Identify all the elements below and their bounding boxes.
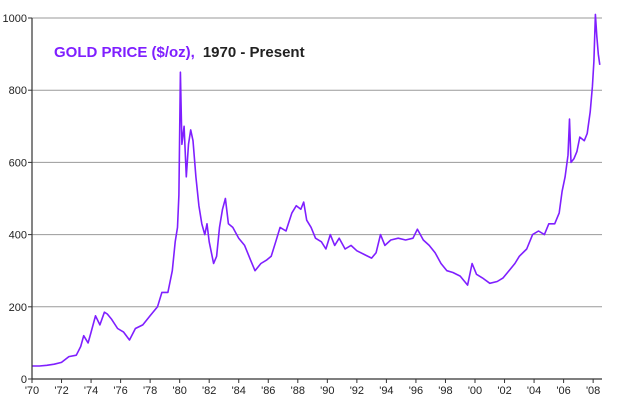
plot-area: [32, 18, 602, 379]
y-tick-label-800: 800: [9, 85, 27, 97]
y-tick-label-1000: 1000: [3, 13, 27, 25]
x-tick-label-1998: '98: [438, 385, 452, 397]
x-tick-label-1976: '76: [113, 385, 127, 397]
x-tick-label-1986: '86: [261, 385, 275, 397]
x-tick-label-1982: '82: [202, 385, 216, 397]
x-tick-label-1992: '92: [350, 385, 364, 397]
x-tick-label-1980: '80: [172, 385, 186, 397]
chart-title: GOLD PRICE ($/oz), 1970 - Present: [54, 44, 305, 61]
x-tick-label-1974: '74: [84, 385, 98, 397]
y-axis-ticks: 0 200 400 600 800 1000: [3, 13, 32, 386]
x-tick-label-1984: '84: [232, 385, 246, 397]
y-tick-label-400: 400: [9, 230, 27, 242]
y-tick-label-200: 200: [9, 302, 27, 314]
x-tick-label-2006: '06: [556, 385, 570, 397]
y-tick-label-0: 0: [21, 374, 27, 386]
x-tick-label-2002: '02: [497, 385, 511, 397]
x-tick-label-1988: '88: [291, 385, 305, 397]
y-tick-label-600: 600: [9, 157, 27, 169]
x-tick-label-1994: '94: [379, 385, 393, 397]
x-tick-label-2000: '00: [468, 385, 482, 397]
chart-title-series: GOLD PRICE ($/oz),: [54, 44, 195, 61]
chart-title-range: 1970 - Present: [203, 44, 305, 61]
x-tick-label-1990: '90: [320, 385, 334, 397]
x-tick-label-2004: '04: [527, 385, 541, 397]
x-tick-label-2008: '08: [586, 385, 600, 397]
x-tick-label-1972: '72: [54, 385, 68, 397]
gridlines: [32, 17, 602, 308]
x-tick-label-1996: '96: [409, 385, 423, 397]
x-axis-ticks: '70 '72 '74 '76 '78 '80 '82 '84 '86 '88 '90 '92 '94 '…: [25, 379, 600, 397]
x-tick-label-1978: '78: [143, 385, 157, 397]
x-tick-label-1970: '70: [25, 385, 39, 397]
gold-price-line: [32, 13, 601, 367]
